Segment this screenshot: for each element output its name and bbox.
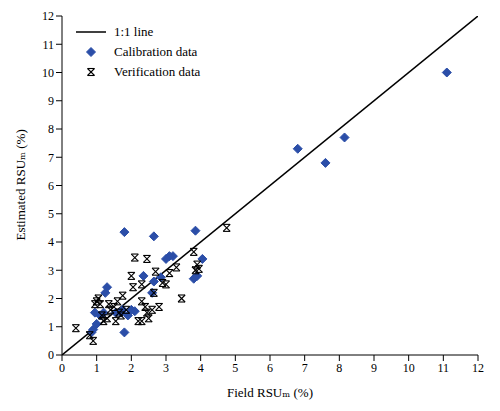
svg-text:9: 9	[48, 94, 54, 108]
svg-text:11: 11	[438, 361, 450, 375]
svg-text:7: 7	[302, 361, 308, 375]
svg-text:8: 8	[48, 122, 54, 136]
html-text:Verification data: Verification data	[114, 64, 201, 79]
svg-text:4: 4	[48, 235, 54, 249]
svg-text:10: 10	[42, 66, 54, 80]
svg-text:Field RSUₘ (%): Field RSUₘ (%)	[227, 385, 313, 400]
svg-text:12: 12	[42, 9, 54, 23]
svg-text:10: 10	[403, 361, 415, 375]
svg-text:1: 1	[48, 320, 54, 334]
svg-text:2: 2	[128, 361, 134, 375]
svg-text:5: 5	[48, 207, 54, 221]
svg-text:9: 9	[371, 361, 377, 375]
svg-text:0: 0	[48, 348, 54, 362]
svg-text:3: 3	[48, 264, 54, 278]
svg-text:11: 11	[42, 38, 54, 52]
svg-text:12: 12	[472, 361, 484, 375]
svg-text:7: 7	[48, 151, 54, 165]
svg-text:8: 8	[336, 361, 342, 375]
html-text:Calibration data: Calibration data	[114, 44, 198, 59]
svg-text:2: 2	[48, 292, 54, 306]
svg-text:4: 4	[198, 361, 204, 375]
svg-text:3: 3	[163, 361, 169, 375]
svg-text:0: 0	[59, 361, 65, 375]
svg-text:5: 5	[232, 361, 238, 375]
html-text:1:1 line: 1:1 line	[114, 24, 154, 39]
svg-text:1: 1	[94, 361, 100, 375]
svg-text:6: 6	[48, 179, 54, 193]
svg-text:Estimated RSUₘ (%): Estimated RSUₘ (%)	[13, 129, 28, 240]
svg-text:6: 6	[267, 361, 273, 375]
